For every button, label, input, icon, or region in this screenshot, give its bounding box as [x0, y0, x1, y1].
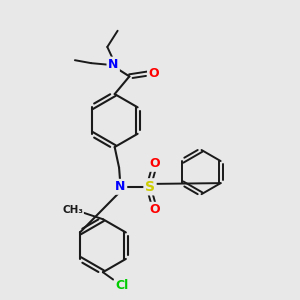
Text: O: O	[150, 157, 160, 170]
Text: S: S	[145, 180, 155, 194]
Text: O: O	[150, 203, 160, 216]
Text: O: O	[148, 67, 159, 80]
Text: N: N	[116, 180, 126, 193]
Text: N: N	[108, 58, 119, 71]
Text: Cl: Cl	[116, 279, 129, 292]
Text: CH₃: CH₃	[62, 206, 83, 215]
